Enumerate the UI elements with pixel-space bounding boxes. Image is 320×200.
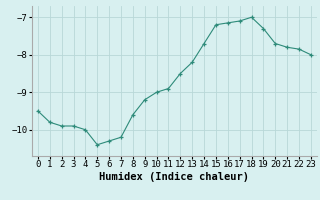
X-axis label: Humidex (Indice chaleur): Humidex (Indice chaleur) bbox=[100, 172, 249, 182]
